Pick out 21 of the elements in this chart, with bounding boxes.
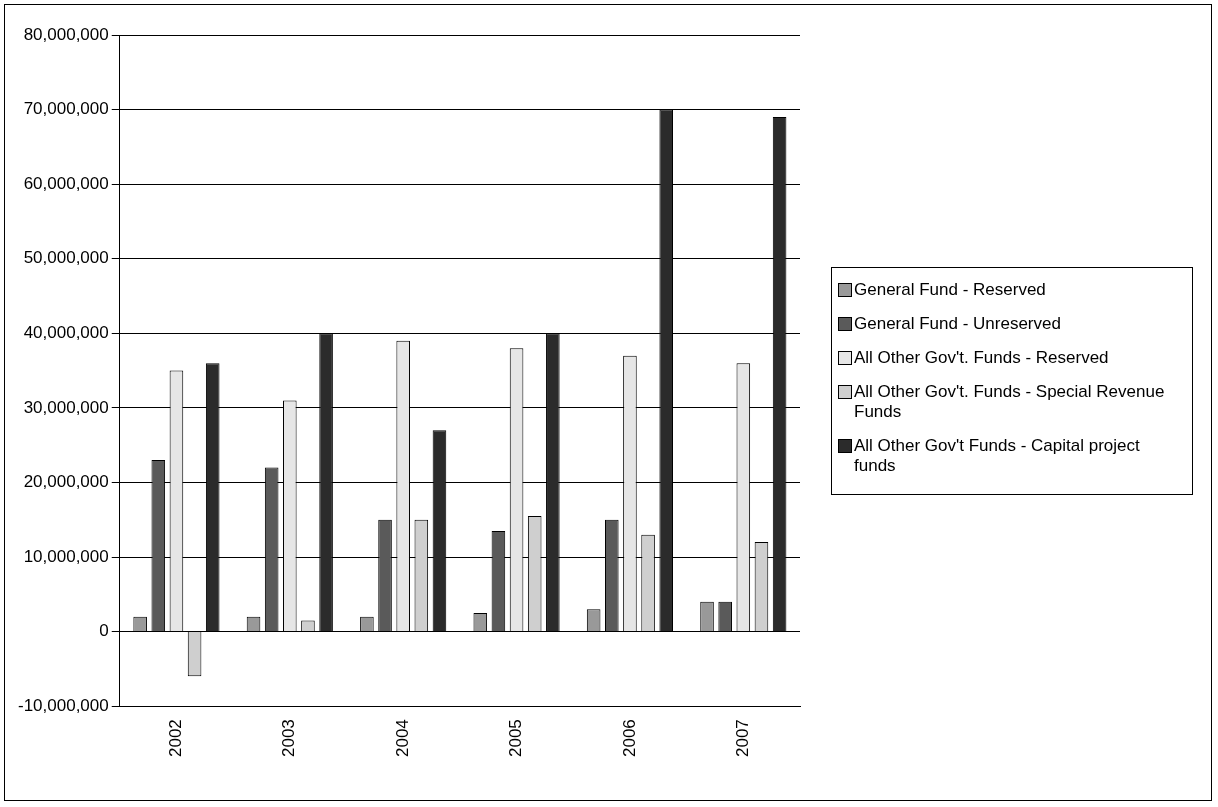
y-tick-label: -10,000,000 — [17, 695, 109, 715]
x-tick-label: 2007 — [733, 719, 752, 758]
y-tick-label: 30,000,000 — [23, 397, 109, 417]
legend-label: All Other Gov't Funds - Capital project funds — [854, 436, 1141, 476]
y-tick-label: 60,000,000 — [23, 173, 109, 193]
x-tick-label: 2003 — [279, 719, 299, 758]
legend-label: All Other Gov't. Funds - Reserved — [854, 348, 1109, 368]
y-tick-label: 70,000,000 — [23, 99, 109, 119]
y-tick-label: 40,000,000 — [23, 322, 109, 342]
x-tick-label: 2006 — [619, 719, 639, 758]
x-tick-label: 2004 — [392, 719, 412, 758]
legend-label: General Fund - Unreserved — [854, 314, 1061, 334]
x-tick-label: 2005 — [506, 719, 526, 758]
x-tick-label: 2002 — [166, 719, 186, 758]
legend-label: All Other Gov't. Funds - Special Revenue Funds — [854, 382, 1166, 422]
y-tick-label: 10,000,000 — [23, 546, 109, 566]
y-tick-label: 0 — [99, 621, 109, 641]
y-tick-label: 50,000,000 — [23, 248, 109, 268]
y-tick-label: 80,000,000 — [23, 24, 109, 44]
y-tick-label: 20,000,000 — [23, 472, 109, 492]
legend-label: General Fund - Reserved — [854, 280, 1046, 300]
